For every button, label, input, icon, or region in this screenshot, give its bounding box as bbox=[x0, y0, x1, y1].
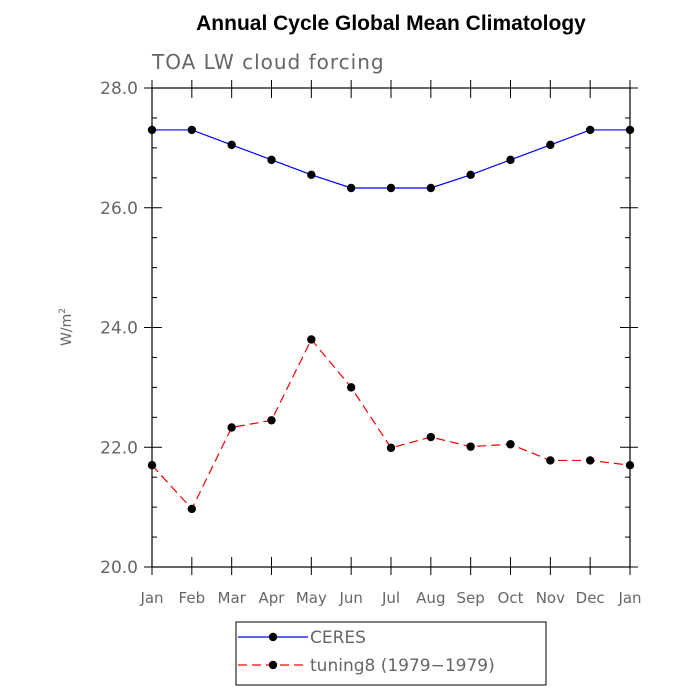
series-point bbox=[147, 461, 157, 470]
series-point bbox=[506, 155, 515, 165]
series-point bbox=[585, 456, 595, 465]
series-line bbox=[152, 129, 630, 189]
series-point bbox=[546, 456, 555, 465]
x-tick-label: Aug bbox=[416, 589, 445, 607]
series-point bbox=[386, 443, 396, 453]
series-point bbox=[187, 504, 197, 514]
series-layer bbox=[147, 125, 635, 514]
series-point bbox=[625, 125, 635, 135]
series-point bbox=[466, 442, 475, 451]
series-point bbox=[187, 125, 197, 135]
y-axis-label-superscript: 2 bbox=[58, 308, 68, 314]
series-point bbox=[147, 125, 157, 135]
y-axis-label-text: W/m bbox=[59, 314, 75, 346]
series-point bbox=[227, 423, 236, 432]
chart-subtitle: TOA LW cloud forcing bbox=[151, 50, 385, 74]
series-point bbox=[227, 140, 236, 150]
legend-label: CERES bbox=[310, 628, 366, 648]
x-tick-label: Jul bbox=[381, 589, 400, 607]
legend-box bbox=[235, 621, 547, 686]
series-point bbox=[585, 125, 595, 135]
series-point bbox=[625, 461, 635, 470]
series-point bbox=[346, 383, 356, 392]
series-line bbox=[151, 338, 631, 510]
x-tick-label: May bbox=[296, 589, 327, 607]
series-point bbox=[546, 140, 555, 150]
y-tick-label: 28.0 bbox=[100, 79, 138, 99]
x-tick-label: Apr bbox=[259, 589, 286, 607]
x-tick-label: Jan bbox=[139, 589, 163, 607]
y-axis-label: W/m2 bbox=[58, 308, 75, 346]
plot-area: 20.022.024.026.028.0 Jan Feb Mar Apr May Jun J… bbox=[100, 79, 641, 607]
series-point bbox=[267, 416, 276, 425]
x-tick-label: Jan bbox=[617, 589, 641, 607]
series-point bbox=[267, 155, 276, 165]
x-tick-label: Oct bbox=[498, 589, 524, 607]
y-tick-label: 20.0 bbox=[100, 558, 138, 578]
x-axis: Jan Feb Mar Apr May Jun Jul Aug Sep Oct Nov Dec Jan bbox=[139, 80, 642, 607]
x-tick-label: Nov bbox=[536, 589, 565, 607]
legend: CERES tuning8 (1979−1979) bbox=[235, 621, 547, 686]
series-point bbox=[426, 432, 436, 442]
x-tick-label: Mar bbox=[218, 589, 247, 607]
y-tick-label: 26.0 bbox=[100, 199, 138, 219]
y-tick-label: 24.0 bbox=[100, 319, 138, 339]
x-tick-label: Feb bbox=[179, 589, 206, 607]
legend-items: CERES tuning8 (1979−1979) bbox=[238, 628, 495, 676]
series-point bbox=[466, 170, 475, 180]
series-point bbox=[307, 335, 316, 344]
legend-label: tuning8 (1979−1979) bbox=[310, 656, 495, 676]
plot-frame bbox=[151, 87, 631, 568]
x-tick-label: Jun bbox=[338, 589, 362, 607]
x-tick-label: Sep bbox=[457, 589, 485, 607]
x-tick-label: Dec bbox=[576, 589, 605, 607]
legend-marker bbox=[268, 632, 278, 642]
series-point bbox=[307, 170, 316, 180]
y-axis: 20.0 22.0 24.0 26.0 28.0 bbox=[100, 79, 638, 578]
series-point bbox=[346, 183, 356, 193]
series-point bbox=[506, 440, 515, 449]
legend-marker bbox=[268, 660, 278, 670]
series-point bbox=[426, 183, 436, 193]
series-point bbox=[386, 183, 396, 193]
chart-title: Annual Cycle Global Mean Climatology bbox=[196, 12, 586, 35]
y-tick-label: 22.0 bbox=[100, 438, 138, 458]
